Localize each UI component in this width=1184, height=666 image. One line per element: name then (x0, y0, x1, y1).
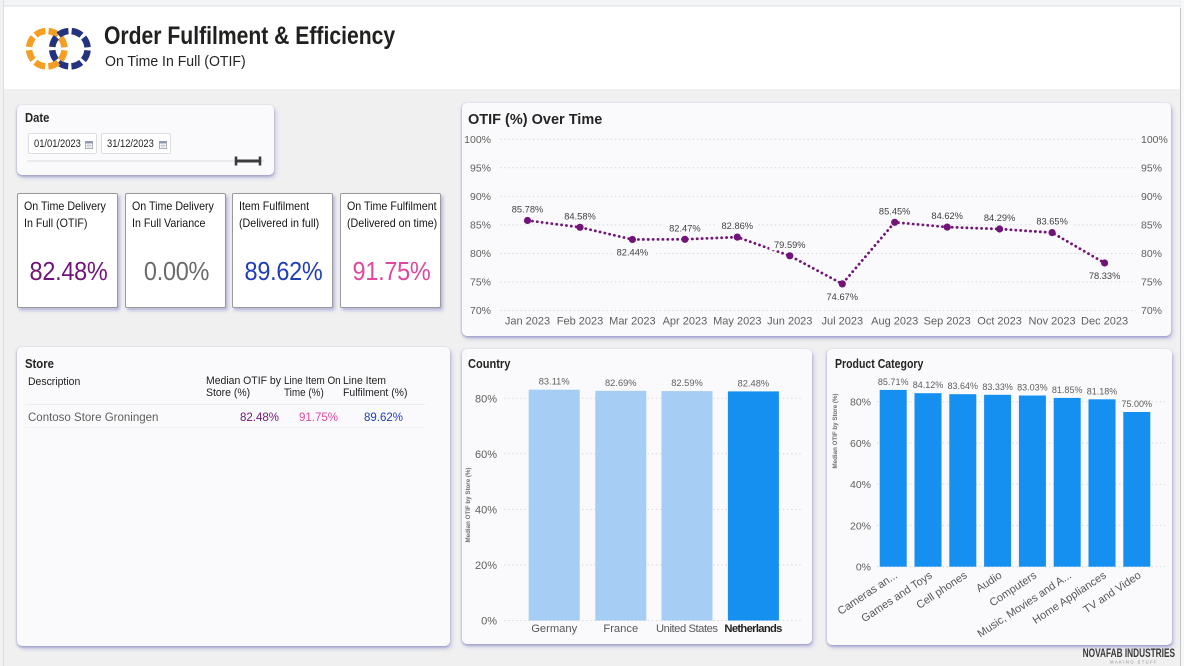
svg-text:Median OTIF by Store (%): Median OTIF by Store (%) (465, 468, 472, 543)
svg-text:Apr 2023: Apr 2023 (663, 316, 708, 328)
svg-text:75.00%: 75.00% (1122, 399, 1153, 409)
svg-text:83.03%: 83.03% (1017, 383, 1048, 393)
svg-text:Feb 2023: Feb 2023 (557, 316, 603, 328)
svg-text:Netherlands: Netherlands (724, 623, 782, 635)
svg-text:60%: 60% (475, 449, 497, 461)
svg-text:81.18%: 81.18% (1087, 386, 1118, 396)
svg-text:Mar 2023: Mar 2023 (609, 316, 655, 328)
svg-text:70%: 70% (470, 305, 491, 317)
svg-text:82.47%: 82.47% (669, 223, 701, 233)
svg-text:Jan 2023: Jan 2023 (505, 316, 550, 328)
svg-text:83.65%: 83.65% (1036, 217, 1068, 227)
svg-text:Dec 2023: Dec 2023 (1081, 316, 1128, 328)
svg-text:60%: 60% (850, 438, 871, 450)
svg-text:84.29%: 84.29% (984, 213, 1016, 223)
svg-text:20%: 20% (850, 520, 871, 532)
svg-text:90%: 90% (1141, 191, 1162, 203)
svg-text:80%: 80% (850, 397, 871, 409)
svg-text:80%: 80% (470, 248, 491, 260)
svg-text:Nov 2023: Nov 2023 (1029, 316, 1076, 328)
svg-text:82.44%: 82.44% (617, 248, 649, 258)
svg-text:France: France (603, 623, 638, 635)
svg-text:May 2023: May 2023 (713, 316, 761, 328)
svg-text:United States: United States (656, 623, 718, 635)
svg-text:80%: 80% (1141, 248, 1162, 260)
svg-text:82.59%: 82.59% (671, 378, 703, 388)
svg-text:Median OTIF by Store (%): Median OTIF by Store (%) (832, 394, 839, 469)
svg-text:Sep 2023: Sep 2023 (924, 316, 971, 328)
svg-text:40%: 40% (475, 504, 497, 516)
svg-text:85%: 85% (470, 220, 491, 232)
svg-text:0%: 0% (481, 616, 497, 628)
svg-text:84.12%: 84.12% (913, 380, 944, 390)
svg-text:Oct 2023: Oct 2023 (977, 316, 1022, 328)
svg-text:82.86%: 82.86% (722, 221, 754, 231)
svg-text:70%: 70% (1141, 305, 1162, 317)
svg-text:Jun 2023: Jun 2023 (767, 316, 812, 328)
svg-text:78.33%: 78.33% (1089, 271, 1121, 281)
svg-text:0%: 0% (856, 562, 871, 574)
svg-text:85.71%: 85.71% (878, 377, 909, 387)
svg-text:83.11%: 83.11% (539, 377, 570, 387)
svg-text:75%: 75% (470, 277, 491, 289)
svg-text:85.45%: 85.45% (879, 206, 911, 216)
svg-text:Aug 2023: Aug 2023 (871, 316, 918, 328)
svg-text:80%: 80% (475, 393, 497, 405)
svg-text:40%: 40% (850, 479, 871, 491)
svg-text:100%: 100% (1141, 134, 1168, 146)
svg-text:82.48%: 82.48% (738, 378, 770, 388)
svg-text:74.67%: 74.67% (827, 292, 859, 302)
svg-text:84.62%: 84.62% (931, 211, 963, 221)
svg-text:95%: 95% (470, 162, 491, 174)
svg-text:79.59%: 79.59% (774, 240, 806, 250)
svg-text:85.78%: 85.78% (512, 205, 544, 215)
svg-text:Jul 2023: Jul 2023 (822, 316, 864, 328)
svg-text:81.85%: 81.85% (1052, 385, 1083, 395)
svg-text:20%: 20% (475, 560, 497, 572)
svg-text:75%: 75% (1141, 277, 1162, 289)
svg-text:82.69%: 82.69% (605, 378, 637, 388)
svg-text:Germany: Germany (531, 623, 577, 635)
svg-text:83.33%: 83.33% (982, 382, 1013, 392)
svg-text:100%: 100% (464, 134, 491, 146)
svg-text:90%: 90% (470, 191, 491, 203)
svg-text:84.58%: 84.58% (564, 211, 596, 221)
svg-text:83.64%: 83.64% (948, 381, 979, 391)
svg-text:85%: 85% (1141, 220, 1162, 232)
svg-text:95%: 95% (1141, 162, 1162, 174)
